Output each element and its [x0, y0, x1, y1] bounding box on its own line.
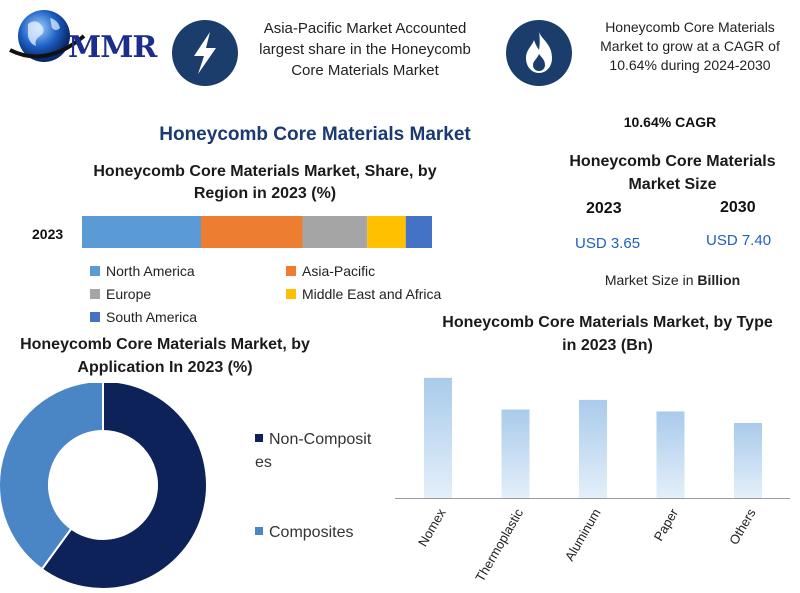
donut-legend-composites: Composites: [255, 521, 353, 544]
type-tick-label-paper: Paper: [651, 505, 682, 543]
donut-legend-non-composites: Non-Composites: [255, 428, 375, 474]
application-chart-title: Honeycomb Core Materials Market, by Appl…: [20, 336, 310, 376]
region-share-stacked-bar: [82, 216, 432, 248]
type-chart-title: Honeycomb Core Materials Market, by Type…: [442, 314, 773, 354]
region-bar-segment-north-america: [82, 216, 201, 248]
type-bar-aluminum: [579, 399, 607, 498]
type-tick-label-aluminum: Aluminum: [562, 506, 604, 564]
type-bar-chart: Nomex Thermoplastic Aluminum Paper Others: [395, 377, 790, 585]
type-bar-others: [734, 423, 762, 498]
market-size-unit-note: Market Size in Billion: [560, 272, 785, 288]
legend-label: Non-Composites: [255, 431, 372, 471]
legend-label: Europe: [106, 286, 152, 302]
legend-middle-east-africa: Middle East and Africa: [286, 286, 441, 302]
type-bar-nomex: [424, 377, 452, 498]
globe-icon: [9, 10, 86, 62]
type-bar-thermoplastic: [501, 409, 530, 498]
legend-asia-pacific: Asia-Pacific: [286, 263, 375, 279]
main-title: Honeycomb Core Materials Market: [159, 124, 471, 145]
unit-note-prefix: Market Size in: [604, 272, 698, 288]
asia-pacific-share-text: Asia-Pacific Market Accounted largest sh…: [259, 20, 471, 79]
type-bar-paper: [656, 411, 685, 498]
cagr-growth-text: Honeycomb Core Materials Market to grow …: [600, 19, 780, 73]
region-share-category-label: 2023: [32, 226, 64, 242]
legend-label: North America: [106, 263, 195, 279]
legend-swatch: [255, 433, 263, 442]
cagr-value: 10.64% CAGR: [623, 114, 717, 130]
region-bar-segment-asia-pacific: [201, 216, 303, 248]
market-size-end-value: USD 7.40: [706, 232, 772, 249]
mmr-logo: [6, 6, 156, 66]
application-donut-chart: [0, 383, 208, 590]
flame-icon: [506, 20, 572, 86]
region-bar-segment-middle-east-and-africa: [367, 216, 406, 248]
region-share-chart-title: Honeycomb Core Materials Market, Share, …: [93, 163, 437, 202]
type-tick-label-others: Others: [726, 506, 759, 548]
legend-label: South America: [106, 309, 198, 325]
legend-label: Middle East and Africa: [302, 286, 442, 302]
region-bar-segment-south-america: [405, 216, 432, 248]
type-tick-label-nomex: Nomex: [415, 506, 449, 550]
legend-swatch: [286, 289, 296, 299]
legend-swatch: [255, 526, 263, 535]
legend-swatch: [90, 289, 100, 299]
region-bar-segment-europe: [302, 216, 368, 248]
lightning-bolt-icon: [172, 20, 238, 86]
legend-south-america: South America: [90, 309, 197, 325]
type-tick-label-thermoplastic: Thermoplastic: [472, 506, 526, 585]
legend-europe: Europe: [90, 286, 151, 302]
legend-label: Composites: [269, 524, 354, 541]
donut-slice-non-composites: [40, 383, 208, 590]
market-size-end-year: 2030: [720, 199, 756, 216]
unit-note-unit: Billion: [697, 272, 741, 288]
legend-swatch: [90, 266, 100, 276]
legend-swatch: [286, 266, 296, 276]
market-size-start-year: 2023: [586, 200, 622, 217]
legend-swatch: [90, 312, 100, 322]
market-size-start-value: USD 3.65: [575, 235, 641, 252]
market-size-title: Honeycomb Core Materials Market Size: [569, 153, 776, 193]
logo-text: MMR: [68, 30, 157, 65]
legend-north-america: North America: [90, 263, 195, 279]
donut-slice-composites: [0, 383, 104, 571]
legend-label: Asia-Pacific: [302, 263, 376, 279]
